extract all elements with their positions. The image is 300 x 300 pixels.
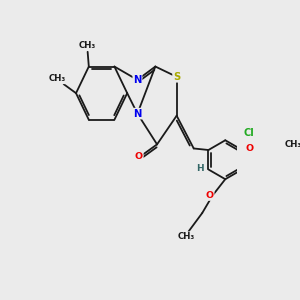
Text: N: N	[133, 75, 142, 85]
Text: CH₃: CH₃	[79, 41, 96, 50]
Text: S: S	[173, 72, 180, 82]
Text: CH₃: CH₃	[285, 140, 300, 149]
Text: CH₃: CH₃	[48, 74, 66, 83]
Text: CH₃: CH₃	[178, 232, 195, 241]
Text: O: O	[135, 152, 143, 161]
Text: Cl: Cl	[243, 128, 254, 138]
Text: H: H	[196, 164, 203, 173]
Text: O: O	[246, 144, 254, 153]
Text: O: O	[206, 191, 214, 200]
Text: N: N	[133, 109, 142, 118]
